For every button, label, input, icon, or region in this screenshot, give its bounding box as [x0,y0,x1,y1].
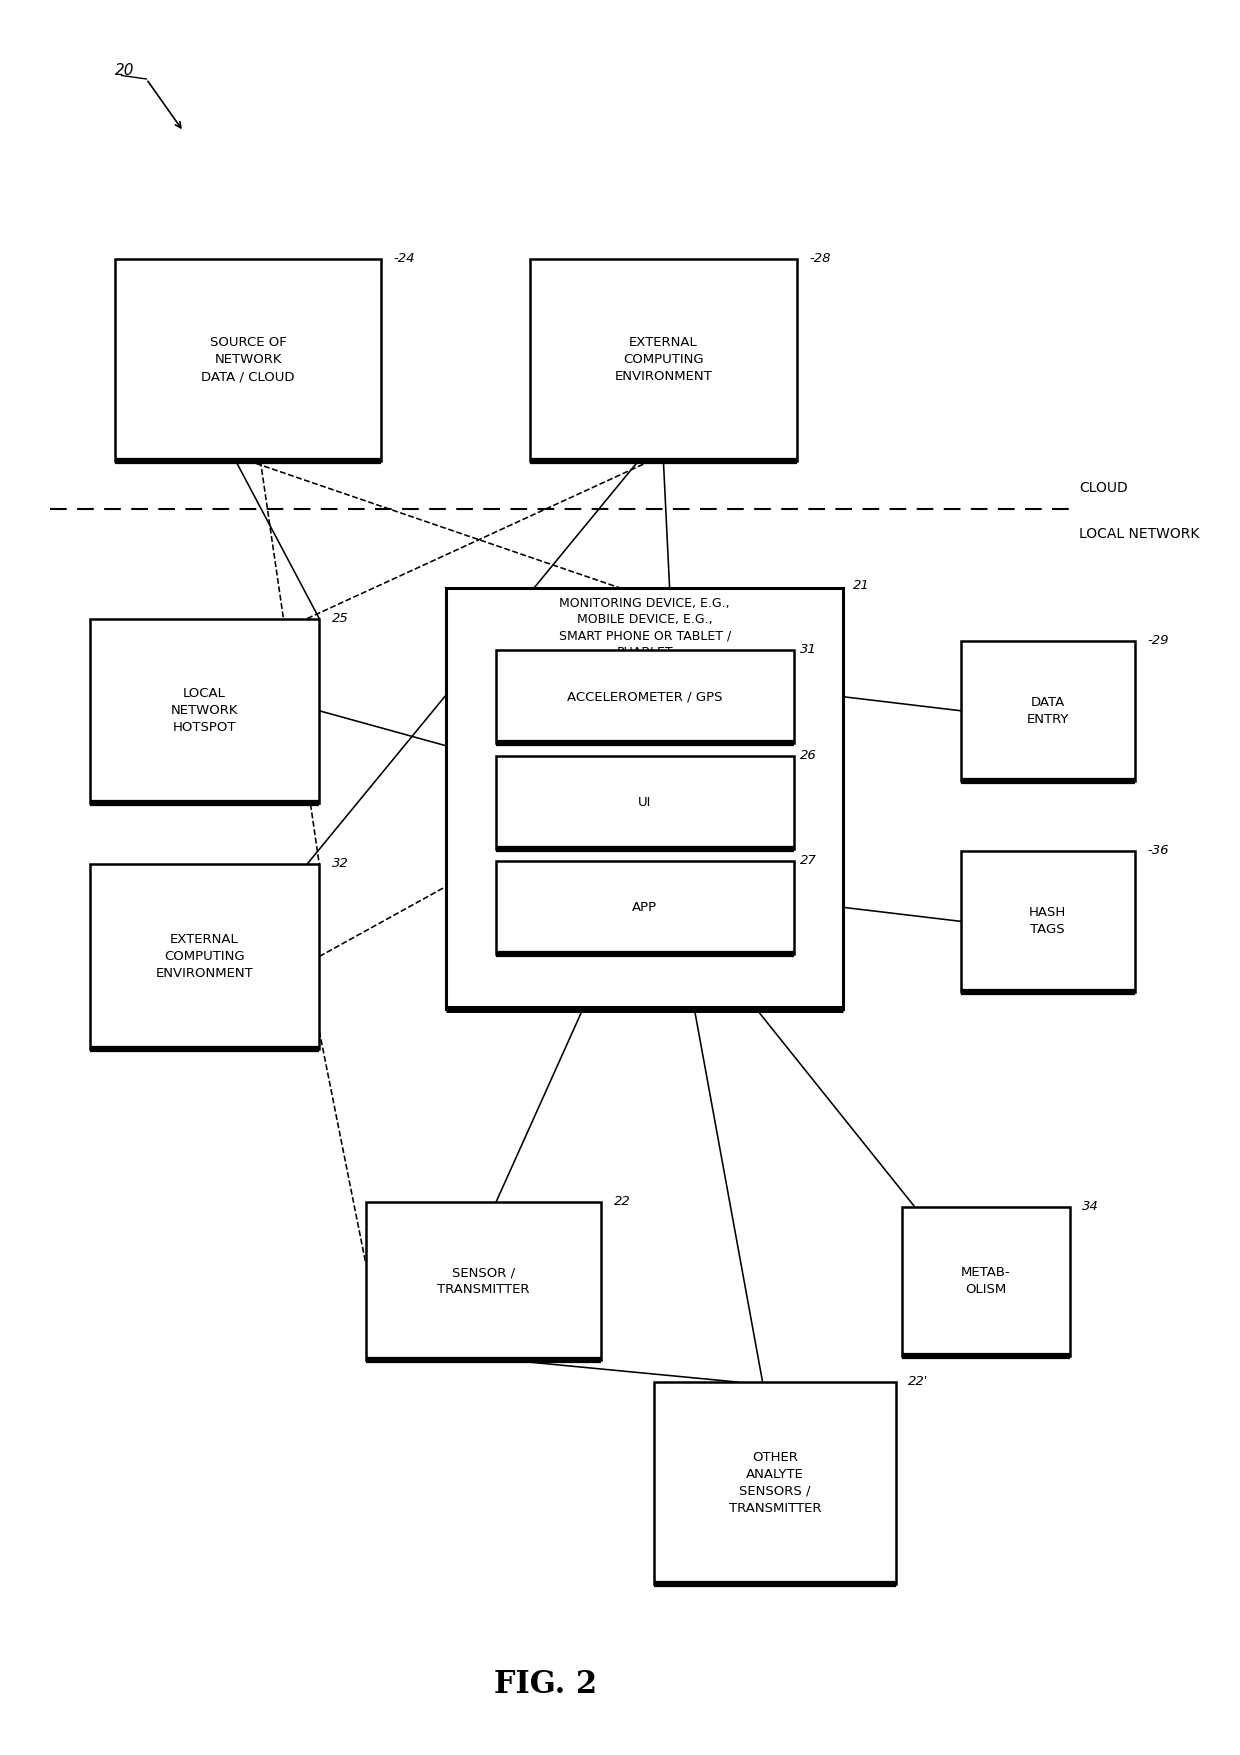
Bar [91,863,320,1048]
Text: MONITORING DEVICE, E.G.,
MOBILE DEVICE, E.G.,
SMART PHONE OR TABLET /
PHABLET: MONITORING DEVICE, E.G., MOBILE DEVICE, … [559,597,730,660]
Text: 32: 32 [332,856,348,870]
Bar [961,851,1135,992]
Bar [91,620,320,804]
Text: CLOUD: CLOUD [1079,481,1127,495]
Bar [446,588,843,1009]
Text: -28: -28 [810,253,831,265]
Bar [496,755,794,848]
Text: 27: 27 [800,855,817,867]
Text: SOURCE OF
NETWORK
DATA / CLOUD: SOURCE OF NETWORK DATA / CLOUD [201,337,295,383]
Bar [496,862,794,955]
Text: ACCELEROMETER / GPS: ACCELEROMETER / GPS [567,690,723,704]
Text: -29: -29 [1147,634,1168,646]
Text: 25: 25 [332,612,348,625]
Text: 22: 22 [614,1195,631,1207]
Text: 20: 20 [115,63,135,77]
Bar [961,641,1135,781]
Text: -24: -24 [394,253,415,265]
Text: HASH
TAGS: HASH TAGS [1029,906,1066,937]
Text: FIG. 2: FIG. 2 [494,1669,598,1701]
Text: UI: UI [639,795,651,809]
Bar [115,260,381,462]
Text: LOCAL NETWORK: LOCAL NETWORK [1079,526,1199,541]
Text: EXTERNAL
COMPUTING
ENVIRONMENT: EXTERNAL COMPUTING ENVIRONMENT [615,337,712,383]
Bar [531,260,797,462]
Text: 34: 34 [1081,1200,1099,1213]
Bar [496,651,794,744]
Text: 31: 31 [800,644,817,656]
Text: DATA
ENTRY: DATA ENTRY [1027,695,1069,727]
Text: APP: APP [632,900,657,914]
Text: 26: 26 [800,748,817,762]
Text: LOCAL
NETWORK
HOTSPOT: LOCAL NETWORK HOTSPOT [171,688,238,734]
Text: OTHER
ANALYTE
SENSORS /
TRANSMITTER: OTHER ANALYTE SENSORS / TRANSMITTER [729,1451,821,1515]
Text: EXTERNAL
COMPUTING
ENVIRONMENT: EXTERNAL COMPUTING ENVIRONMENT [156,934,253,979]
Text: SENSOR /
TRANSMITTER: SENSOR / TRANSMITTER [438,1265,529,1297]
Bar [366,1202,601,1360]
Bar [903,1207,1069,1355]
Text: 22': 22' [908,1376,929,1388]
Text: METAB-
OLISM: METAB- OLISM [961,1265,1011,1297]
Text: 21: 21 [853,579,870,591]
Bar [655,1383,895,1583]
Text: -36: -36 [1147,844,1168,856]
